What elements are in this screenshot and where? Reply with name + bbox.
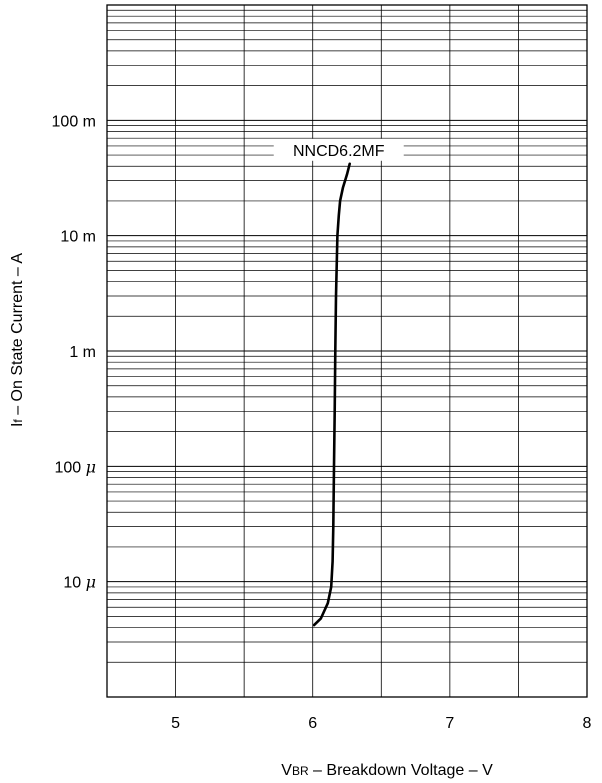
y-tick-label: 100 m	[52, 113, 96, 130]
series-label-background	[273, 138, 404, 161]
plot-frame	[106, 4, 588, 698]
series-label: NNCD6.2MF	[293, 143, 385, 160]
series-line	[312, 162, 351, 627]
x-tick-label: 8	[583, 715, 592, 732]
y-tick-label: 100 μ	[54, 457, 96, 476]
x-axis-title: VBR – Breakdown Voltage – V	[281, 762, 493, 779]
tick-labels: 5 6 7 8 10 μ 100 μ 1 m 10 m 100 m	[52, 113, 592, 732]
grid-lines	[107, 5, 587, 697]
y-tick-label: 10 m	[60, 229, 96, 246]
y-tick-label: 1 m	[69, 344, 96, 361]
y-tick-label: 10 μ	[63, 573, 96, 592]
y-axis-title: If – On State Current – A	[9, 253, 26, 427]
x-tick-label: 5	[171, 715, 180, 732]
x-tick-label: 6	[308, 715, 317, 732]
x-tick-label: 7	[445, 715, 454, 732]
series-layer: NNCD6.2MF	[273, 138, 404, 627]
